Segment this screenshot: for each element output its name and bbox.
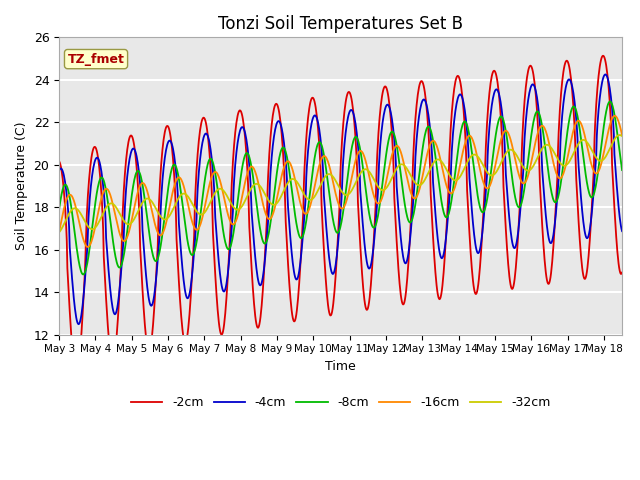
-4cm [602,72,609,77]
-16cm [161,227,168,232]
Line: -8cm: -8cm [59,102,622,275]
-32cm [590,151,598,157]
-2cm [83,213,91,219]
-32cm [83,221,90,227]
-4cm [591,178,598,183]
-32cm [160,216,168,222]
-4cm [55,168,63,173]
-4cm [289,264,297,270]
-8cm [618,167,626,173]
-32cm [616,132,623,138]
-2cm [600,53,608,59]
-2cm [600,53,607,59]
-8cm [388,129,396,135]
-2cm [591,137,598,143]
Y-axis label: Soil Temperature (C): Soil Temperature (C) [15,121,28,250]
-8cm [600,127,607,133]
-16cm [84,244,92,250]
-32cm [387,178,395,183]
-4cm [618,228,626,234]
Line: -4cm: -4cm [59,74,622,324]
-4cm [161,159,168,165]
-2cm [388,123,396,129]
-8cm [289,199,297,205]
-16cm [611,113,618,119]
-4cm [388,113,396,119]
-32cm [289,176,296,182]
-16cm [618,132,626,138]
Line: -32cm: -32cm [59,135,622,232]
-16cm [600,152,607,158]
Line: -16cm: -16cm [59,116,622,247]
-16cm [591,169,598,175]
-4cm [83,253,91,259]
-16cm [83,243,90,249]
-8cm [83,263,91,269]
-32cm [618,133,626,139]
-16cm [55,228,63,234]
-8cm [591,189,598,195]
X-axis label: Time: Time [325,360,356,373]
-8cm [607,99,614,105]
-32cm [55,229,63,235]
-2cm [618,270,626,276]
-8cm [161,217,168,223]
-2cm [161,132,168,138]
-2cm [72,372,80,377]
-4cm [600,75,607,81]
-32cm [599,157,607,163]
Legend: -2cm, -4cm, -8cm, -16cm, -32cm: -2cm, -4cm, -8cm, -16cm, -32cm [126,391,556,414]
-8cm [55,206,63,212]
-4cm [75,321,83,327]
Line: -2cm: -2cm [59,56,622,374]
Text: TZ_fmet: TZ_fmet [68,53,124,66]
-16cm [289,170,297,176]
-16cm [388,155,396,160]
-2cm [289,317,297,323]
Title: Tonzi Soil Temperatures Set B: Tonzi Soil Temperatures Set B [218,15,463,33]
-8cm [79,272,87,277]
-2cm [55,158,63,164]
